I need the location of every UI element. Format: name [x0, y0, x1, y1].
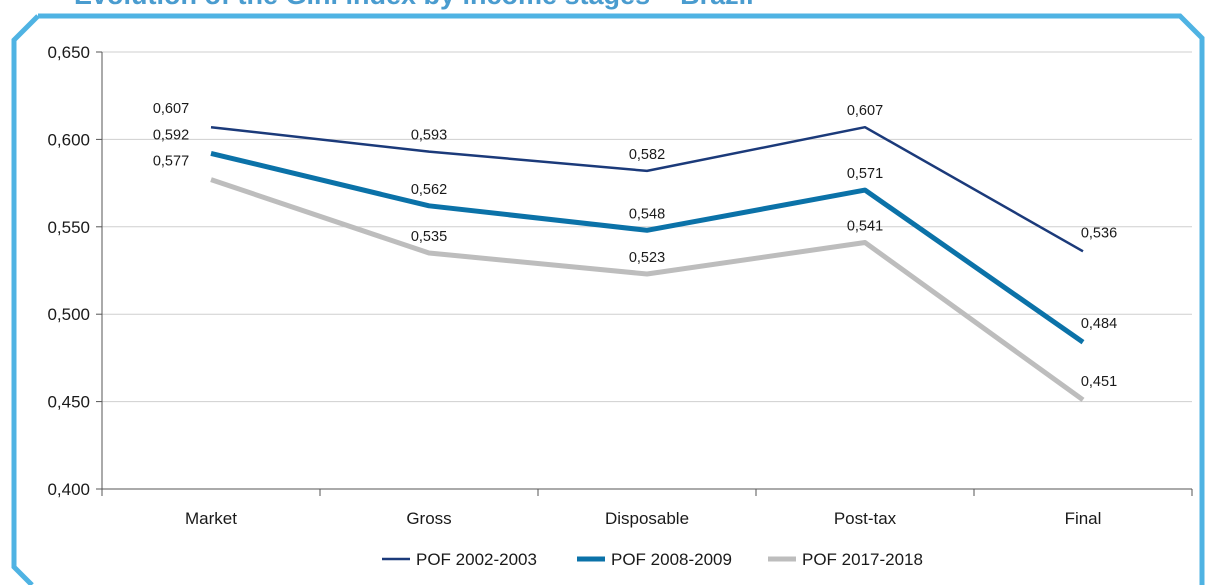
data-label: 0,548: [629, 206, 665, 222]
x-category-label: Disposable: [605, 509, 689, 528]
x-category-label: Market: [185, 509, 237, 528]
y-tick-label: 0,400: [47, 480, 90, 499]
x-category-label: Post-tax: [834, 509, 897, 528]
series-line: [210, 150, 1085, 345]
y-tick-label: 0,500: [47, 305, 90, 324]
data-label: 0,592: [153, 127, 189, 143]
data-label: 0,484: [1081, 316, 1117, 332]
x-category-label: Final: [1065, 509, 1102, 528]
data-label: 0,582: [629, 147, 665, 163]
legend-label: POF 2002-2003: [416, 550, 537, 569]
axes: [96, 51, 1193, 496]
data-label: 0,535: [411, 229, 447, 245]
data-label: 0,593: [411, 128, 447, 144]
data-labels: 0,607 0,593 0,582 0,607 0,536 0,592 0,562 0,548…: [153, 101, 1117, 390]
x-axis-category-labels: Market Gross Disposable Post-tax Final: [185, 509, 1101, 528]
series-line: [210, 125, 1084, 253]
data-label: 0,523: [629, 250, 665, 266]
y-tick-label: 0,650: [47, 43, 90, 62]
data-label: 0,577: [153, 154, 189, 170]
series-line: [210, 177, 1085, 402]
data-label: 0,562: [411, 182, 447, 198]
data-label: 0,607: [153, 101, 189, 117]
x-category-label: Gross: [406, 509, 451, 528]
y-tick-label: 0,600: [47, 130, 90, 149]
data-label: 0,451: [1081, 374, 1117, 390]
legend-label: POF 2008-2009: [611, 550, 732, 569]
y-tick-label: 0,450: [47, 393, 90, 412]
legend-label: POF 2017-2018: [802, 550, 923, 569]
gridlines: [102, 51, 1192, 403]
chart-frame: [11, 13, 1205, 585]
legend: POF 2002-2003 POF 2008-2009 POF 2017-2018: [382, 550, 923, 569]
series-lines: [210, 125, 1085, 402]
data-label: 0,541: [847, 219, 883, 235]
y-axis-tick-labels: 0,400 0,450 0,500 0,550 0,600 0,650: [47, 43, 90, 499]
data-label: 0,536: [1081, 225, 1117, 241]
chart-title: Evolution of the Gini index by income st…: [74, 0, 754, 10]
data-label: 0,607: [847, 103, 883, 119]
data-label: 0,571: [847, 166, 883, 182]
y-tick-label: 0,550: [47, 218, 90, 237]
